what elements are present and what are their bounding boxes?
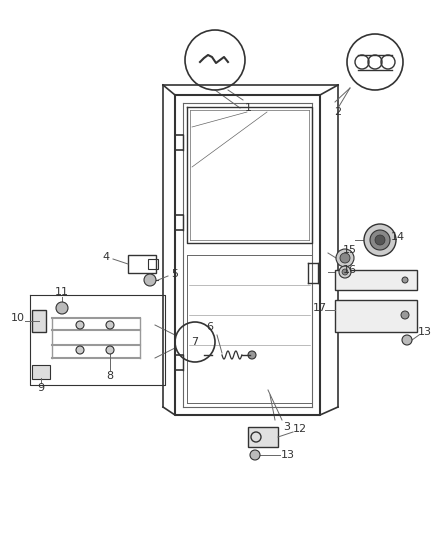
Text: 7: 7 [191,337,198,347]
Bar [128,255,156,273]
Circle shape [370,230,390,250]
Text: 5: 5 [172,269,179,279]
Circle shape [144,274,156,286]
Circle shape [339,266,351,278]
Text: 11: 11 [55,287,69,297]
Text: 9: 9 [37,383,45,393]
Circle shape [364,224,396,256]
Circle shape [76,321,84,329]
Text: 6: 6 [206,322,213,332]
Text: 15: 15 [343,245,357,255]
Text: 17: 17 [313,303,327,313]
Text: 3: 3 [283,422,290,432]
Bar [335,300,417,332]
Text: 8: 8 [106,371,113,381]
Circle shape [56,302,68,314]
Text: 14: 14 [391,232,405,242]
Text: 10: 10 [11,313,25,323]
Bar [148,259,158,269]
Circle shape [342,269,348,275]
Text: 12: 12 [293,424,307,434]
Circle shape [340,253,350,263]
Text: 13: 13 [418,327,432,337]
Circle shape [248,351,256,359]
Circle shape [106,321,114,329]
Circle shape [106,346,114,354]
Bar [32,365,50,379]
Text: 13: 13 [281,450,295,460]
Text: 16: 16 [343,265,357,275]
Circle shape [336,249,354,267]
Circle shape [250,450,260,460]
Bar [335,270,417,290]
Text: 2: 2 [335,107,342,117]
Circle shape [402,277,408,283]
Circle shape [402,335,412,345]
Circle shape [375,235,385,245]
Text: 1: 1 [244,103,251,113]
Bar [32,310,46,332]
Bar [248,427,278,447]
Circle shape [401,311,409,319]
Circle shape [76,346,84,354]
Text: 4: 4 [102,252,110,262]
